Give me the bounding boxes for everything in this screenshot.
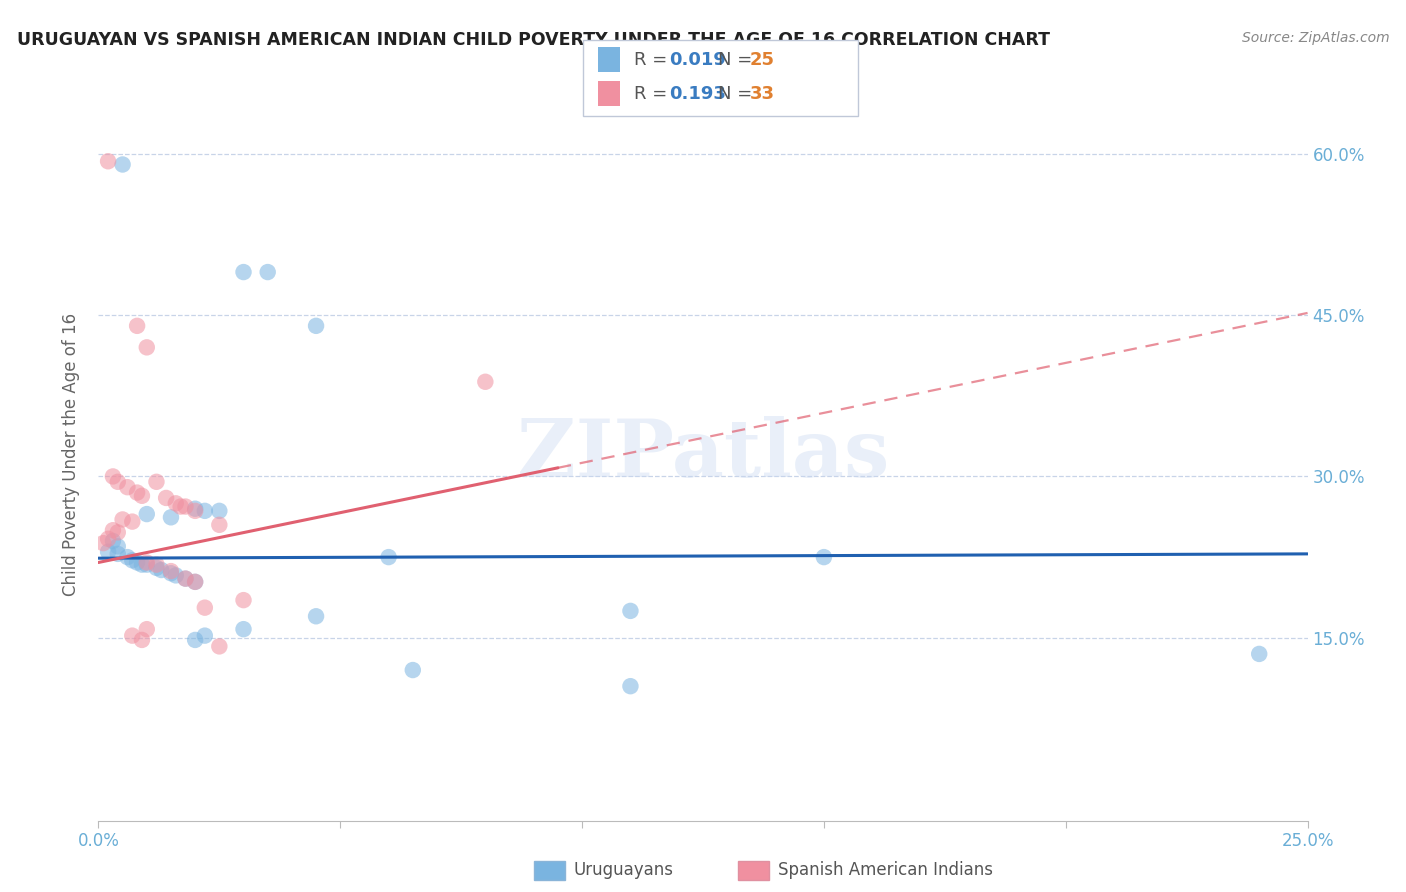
Point bbox=[619, 679, 641, 693]
Point bbox=[169, 500, 191, 514]
Text: 0.019: 0.019 bbox=[669, 51, 725, 69]
Point bbox=[97, 545, 120, 559]
Point bbox=[184, 632, 207, 647]
Point bbox=[131, 489, 153, 503]
Point bbox=[131, 558, 153, 572]
Text: 0.193: 0.193 bbox=[669, 85, 725, 103]
Point bbox=[160, 510, 183, 524]
Point bbox=[619, 604, 641, 618]
Text: 25: 25 bbox=[749, 51, 775, 69]
Point bbox=[174, 572, 197, 586]
Point bbox=[155, 491, 177, 505]
Point bbox=[135, 556, 157, 570]
Point bbox=[111, 512, 134, 526]
Point bbox=[135, 507, 157, 521]
Point bbox=[127, 485, 149, 500]
Point bbox=[121, 629, 143, 643]
Text: N =: N = bbox=[718, 85, 758, 103]
Point bbox=[208, 640, 231, 654]
Point bbox=[121, 515, 143, 529]
Point bbox=[377, 550, 399, 565]
Point bbox=[121, 553, 143, 567]
Y-axis label: Child Poverty Under the Age of 16: Child Poverty Under the Age of 16 bbox=[62, 313, 80, 597]
Point bbox=[117, 550, 139, 565]
Point bbox=[194, 504, 217, 518]
Point bbox=[174, 572, 197, 586]
Point bbox=[107, 475, 129, 489]
Point bbox=[160, 566, 183, 581]
Point bbox=[135, 340, 157, 354]
Point bbox=[97, 154, 120, 169]
Point bbox=[184, 504, 207, 518]
Point bbox=[402, 663, 425, 677]
Point bbox=[107, 525, 129, 540]
Point bbox=[305, 609, 328, 624]
Point bbox=[160, 564, 183, 578]
Text: Source: ZipAtlas.com: Source: ZipAtlas.com bbox=[1241, 31, 1389, 45]
Point bbox=[127, 318, 149, 333]
Point bbox=[305, 318, 328, 333]
Text: URUGUAYAN VS SPANISH AMERICAN INDIAN CHILD POVERTY UNDER THE AGE OF 16 CORRELATI: URUGUAYAN VS SPANISH AMERICAN INDIAN CHI… bbox=[17, 31, 1050, 49]
Point bbox=[208, 517, 231, 532]
Point bbox=[1249, 647, 1271, 661]
Text: N =: N = bbox=[718, 51, 758, 69]
Point bbox=[208, 504, 231, 518]
Point bbox=[135, 558, 157, 572]
Point bbox=[184, 501, 207, 516]
Text: Uruguayans: Uruguayans bbox=[574, 861, 673, 879]
Point bbox=[194, 629, 217, 643]
Point bbox=[117, 480, 139, 494]
Point bbox=[165, 496, 187, 510]
Point bbox=[232, 622, 254, 636]
Text: Spanish American Indians: Spanish American Indians bbox=[778, 861, 993, 879]
Point bbox=[135, 622, 157, 636]
Point bbox=[474, 375, 496, 389]
Point bbox=[232, 593, 254, 607]
Point bbox=[174, 500, 197, 514]
Point bbox=[131, 632, 153, 647]
Point bbox=[813, 550, 835, 565]
Point bbox=[91, 536, 114, 550]
Point bbox=[150, 563, 173, 577]
Point bbox=[107, 547, 129, 561]
Point bbox=[97, 532, 120, 546]
Point bbox=[194, 600, 217, 615]
Point bbox=[256, 265, 278, 279]
Point bbox=[184, 574, 207, 589]
Text: ZIPatlas: ZIPatlas bbox=[517, 416, 889, 494]
Point bbox=[184, 574, 207, 589]
Point bbox=[232, 265, 254, 279]
Text: R =: R = bbox=[634, 85, 673, 103]
Point bbox=[165, 568, 187, 582]
Point bbox=[111, 157, 134, 171]
Point bbox=[145, 475, 167, 489]
Point bbox=[145, 558, 167, 572]
Text: R =: R = bbox=[634, 51, 673, 69]
Point bbox=[101, 533, 124, 548]
Point bbox=[107, 539, 129, 553]
Text: 33: 33 bbox=[749, 85, 775, 103]
Point bbox=[127, 556, 149, 570]
Point bbox=[101, 523, 124, 537]
Point bbox=[145, 561, 167, 575]
Point bbox=[101, 469, 124, 483]
